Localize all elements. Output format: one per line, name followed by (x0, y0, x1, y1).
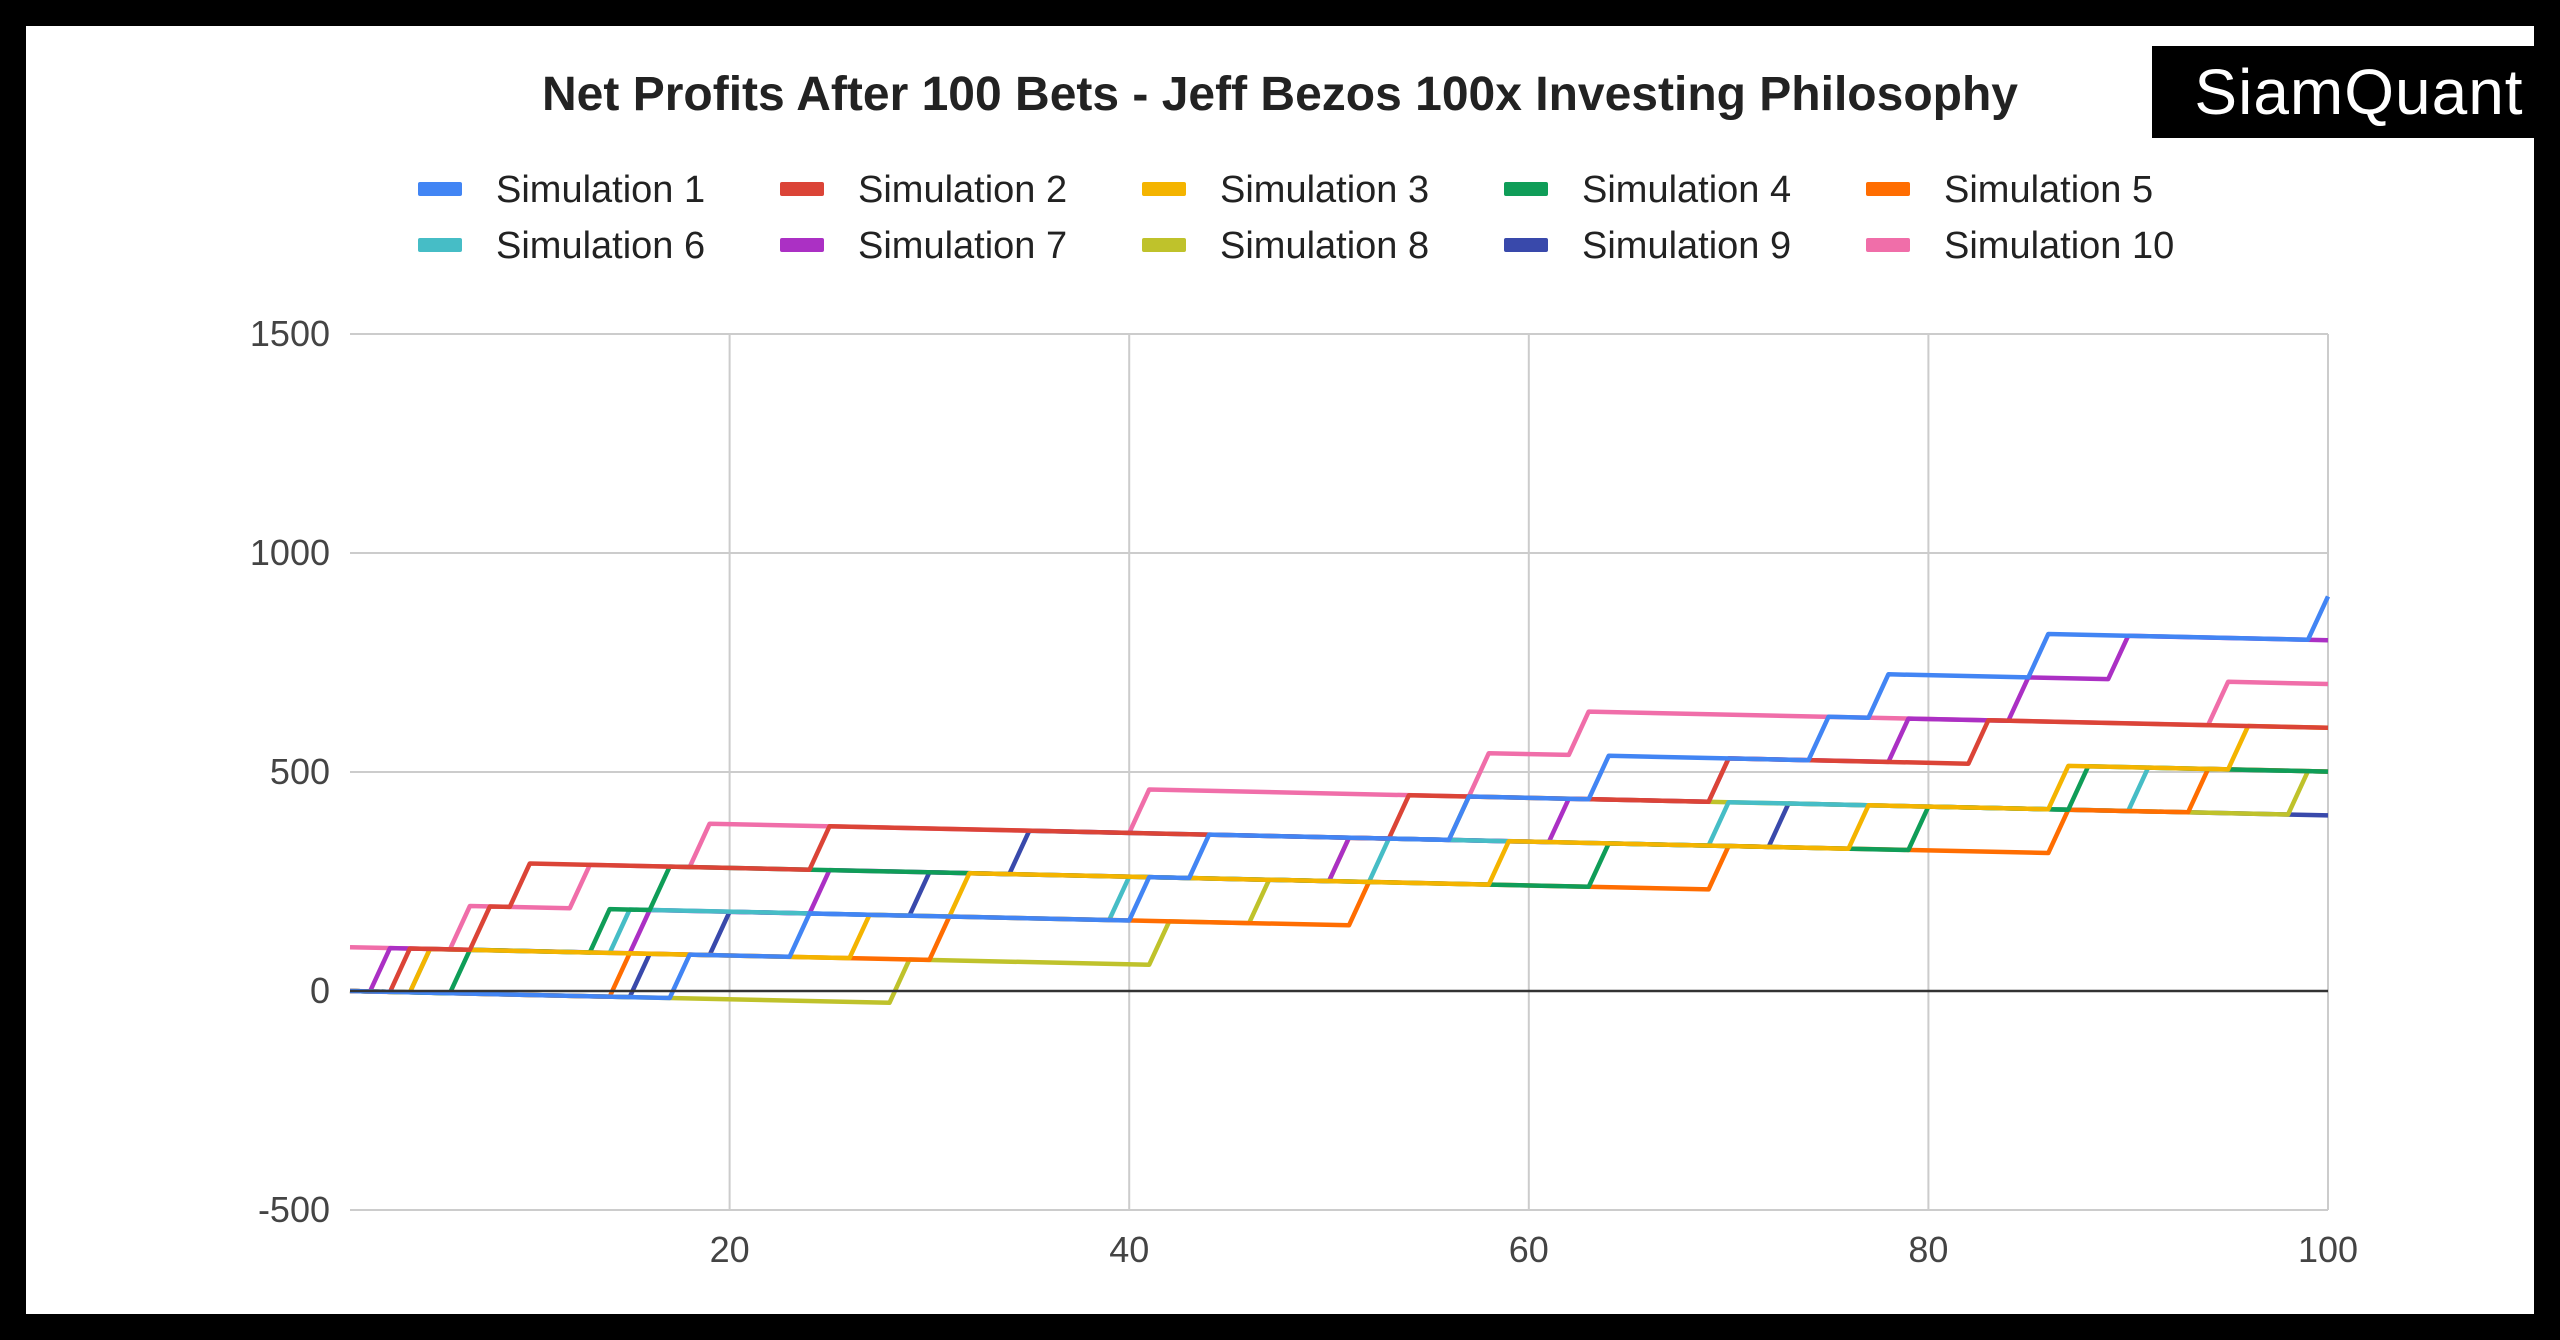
legend-swatch (1142, 238, 1186, 252)
legend-item-2[interactable]: Simulation 2 (780, 169, 1067, 211)
y-tick-label: 500 (270, 751, 330, 792)
legend-label: Simulation 2 (858, 169, 1067, 211)
chart: Net Profits After 100 Bets - Jeff Bezos … (250, 68, 2358, 1270)
legend-label: Simulation 7 (858, 225, 1067, 267)
legend: Simulation 1 Simulation 2 Simulation 3 Simu… (418, 169, 2174, 267)
x-tick-label: 80 (1908, 1229, 1948, 1270)
legend-label: Simulation 5 (1944, 169, 2153, 211)
series-line-2 (349, 718, 2329, 995)
y-tick-label: 1000 (250, 532, 330, 573)
legend-item-9[interactable]: Simulation 9 (1504, 225, 1791, 267)
brand-logo: SiamQuant (2152, 46, 2560, 138)
legend-item-5[interactable]: Simulation 5 (1866, 169, 2153, 211)
series-line-7 (349, 633, 2329, 994)
series-line-8 (349, 768, 2329, 1006)
series-line-3 (349, 723, 2329, 995)
y-tick-label: 1500 (250, 313, 330, 354)
legend-swatch (1866, 182, 1910, 196)
legend-swatch (1142, 182, 1186, 196)
x-tick-label: 100 (2298, 1229, 2358, 1270)
x-tick-label: 40 (1109, 1229, 1149, 1270)
legend-item-10[interactable]: Simulation 10 (1866, 225, 2174, 267)
series-line-1 (349, 595, 2331, 1001)
legend-item-4[interactable]: Simulation 4 (1504, 169, 1791, 211)
legend-swatch (418, 238, 462, 252)
legend-label: Simulation 1 (496, 169, 705, 211)
series-line-9 (349, 801, 2329, 1000)
legend-swatch (1504, 182, 1548, 196)
series-layer (349, 595, 2331, 1006)
chart-title: Net Profits After 100 Bets - Jeff Bezos … (542, 68, 2018, 121)
gridlines (350, 333, 2329, 1211)
series-line-10 (349, 679, 2329, 952)
legend-label: Simulation 10 (1944, 225, 2174, 267)
legend-item-8[interactable]: Simulation 8 (1142, 225, 1429, 267)
x-axis: 20 40 60 80 100 (710, 1229, 2358, 1270)
y-axis: -500 0 500 1000 1500 (250, 313, 330, 1230)
legend-item-7[interactable]: Simulation 7 (780, 225, 1067, 267)
legend-swatch (780, 182, 824, 196)
legend-swatch (780, 238, 824, 252)
y-tick-label: -500 (258, 1189, 330, 1230)
legend-swatch (1866, 238, 1910, 252)
legend-label: Simulation 3 (1220, 169, 1429, 211)
legend-swatch (418, 182, 462, 196)
legend-item-1[interactable]: Simulation 1 (418, 169, 705, 211)
legend-swatch (1504, 238, 1548, 252)
legend-label: Simulation 8 (1220, 225, 1429, 267)
legend-item-3[interactable]: Simulation 3 (1142, 169, 1429, 211)
legend-label: Simulation 6 (496, 225, 705, 267)
legend-item-6[interactable]: Simulation 6 (418, 225, 705, 267)
legend-label: Simulation 9 (1582, 225, 1791, 267)
legend-label: Simulation 4 (1582, 169, 1791, 211)
x-tick-label: 20 (710, 1229, 750, 1270)
chart-frame: Net Profits After 100 Bets - Jeff Bezos … (26, 26, 2560, 1314)
y-tick-label: 0 (310, 970, 330, 1011)
x-tick-label: 60 (1509, 1229, 1549, 1270)
